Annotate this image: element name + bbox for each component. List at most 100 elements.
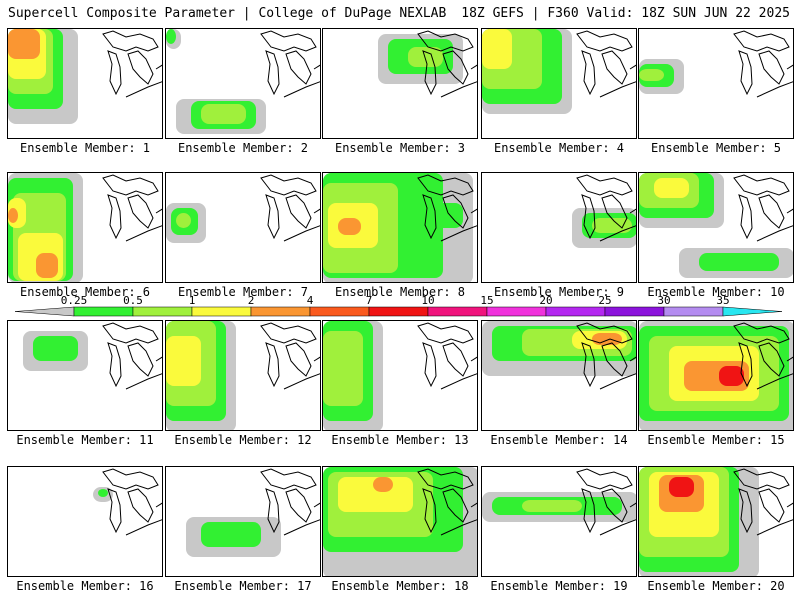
great-lakes-outline: [756, 225, 793, 242]
great-lakes-outline: [442, 50, 469, 85]
great-lakes-outline: [629, 356, 636, 362]
scp-map: [639, 173, 793, 278]
great-lakes-outline: [581, 488, 596, 534]
great-lakes-outline: [155, 502, 162, 508]
ensemble-map-panel: [481, 466, 637, 577]
scp-shading-level-4: [8, 208, 18, 223]
ensemble-map-panel: [7, 320, 163, 431]
colorbar-segment: [486, 306, 547, 317]
great-lakes-outline: [107, 194, 122, 240]
great-lakes-outline: [313, 502, 320, 508]
great-lakes-outline: [417, 174, 474, 196]
ensemble-map-panel: [165, 28, 321, 139]
colorbar-segment: [191, 306, 252, 317]
great-lakes-outline: [313, 64, 320, 70]
ensemble-map-panel: [165, 466, 321, 577]
great-lakes-outline: [102, 30, 159, 52]
ensemble-map-panel: [322, 28, 478, 139]
great-lakes-outline: [417, 30, 474, 52]
great-lakes-outline: [265, 488, 280, 534]
great-lakes-outline: [576, 174, 633, 196]
ensemble-map-panel: [638, 172, 794, 283]
great-lakes-outline: [756, 81, 793, 98]
great-lakes-outline: [283, 519, 320, 536]
colorbar-segment: [722, 306, 783, 317]
scp-shading-level-2: [639, 69, 664, 81]
member-label: Ensemble Member: 11: [16, 433, 154, 447]
colorbar-segment: [309, 306, 370, 317]
great-lakes-outline: [260, 322, 317, 344]
run-valid-time: 18Z GEFS | F360 Valid: 18Z SUN JUN 22 20…: [461, 6, 790, 21]
great-lakes-outline: [285, 50, 312, 85]
colorbar-segment: [545, 306, 606, 317]
great-lakes-outline: [265, 342, 280, 388]
great-lakes-outline: [601, 194, 628, 229]
scp-shading-level-2: [408, 47, 443, 67]
great-lakes-outline: [313, 356, 320, 362]
colorbar-tick-label: 25: [598, 294, 611, 307]
ensemble-map-panel: [638, 28, 794, 139]
member-label: Ensemble Member: 15: [647, 433, 785, 447]
great-lakes-outline: [629, 502, 636, 508]
colorbar-tick-label: 7: [366, 294, 373, 307]
great-lakes-outline: [629, 64, 636, 70]
colorbar-segment: [250, 306, 311, 317]
scp-map: [482, 468, 636, 536]
scp-shading-level-1: [33, 336, 78, 361]
scp-shading-level-1: [166, 29, 176, 44]
colorbar-segment: [132, 306, 193, 317]
great-lakes-outline: [758, 488, 785, 523]
member-label: Ensemble Member: 13: [331, 433, 469, 447]
great-lakes-outline: [786, 502, 793, 508]
great-lakes-outline: [738, 342, 753, 388]
scp-shading-level-2: [323, 331, 363, 406]
great-lakes-outline: [576, 468, 633, 490]
member-label: Ensemble Member: 7: [177, 285, 309, 299]
colorbar-tick-label: 2: [248, 294, 255, 307]
scp-shading-level-2: [522, 500, 582, 512]
ensemble-map-panel: [322, 320, 478, 431]
great-lakes-outline: [581, 342, 596, 388]
colorbar-segment: [368, 306, 429, 317]
great-lakes-outline: [442, 194, 469, 229]
great-lakes-outline: [733, 322, 790, 344]
scp-shading-level-4: [373, 477, 393, 492]
member-label: Ensemble Member: 5: [650, 141, 782, 155]
great-lakes-outline: [440, 225, 477, 242]
great-lakes-outline: [127, 194, 154, 229]
great-lakes-outline: [102, 322, 159, 344]
scp-map: [482, 29, 636, 114]
scp-shading-level-2: [201, 104, 246, 124]
ensemble-map-panel: [481, 172, 637, 283]
ensemble-map-panel: [638, 466, 794, 577]
great-lakes-outline: [102, 468, 159, 490]
ensemble-map-panel: [638, 320, 794, 431]
member-label: Ensemble Member: 3: [334, 141, 466, 155]
scp-shading-level-1: [201, 522, 261, 547]
great-lakes-outline: [738, 50, 753, 96]
member-label: Ensemble Member: 18: [331, 579, 469, 593]
great-lakes-outline: [786, 64, 793, 70]
great-lakes-outline: [470, 502, 477, 508]
ensemble-map-panel: [7, 28, 163, 139]
great-lakes-outline: [285, 342, 312, 377]
colorbar-segment: [427, 306, 488, 317]
scp-shading-level-5: [719, 366, 744, 386]
member-label: Ensemble Member: 10: [647, 285, 785, 299]
great-lakes-outline: [786, 356, 793, 362]
member-label: Ensemble Member: 12: [174, 433, 312, 447]
great-lakes-outline: [758, 342, 785, 377]
scp-map: [639, 30, 793, 98]
colorbar-tick-label: 10: [421, 294, 434, 307]
great-lakes-outline: [107, 342, 122, 388]
scp-map: [323, 467, 477, 576]
member-label: Ensemble Member: 20: [647, 579, 785, 593]
great-lakes-outline: [440, 373, 477, 390]
ensemble-map-panel: [481, 320, 637, 431]
great-lakes-outline: [576, 30, 633, 52]
great-lakes-outline: [733, 30, 790, 52]
great-lakes-outline: [733, 174, 790, 196]
scp-shading-level-3: [166, 336, 201, 386]
scp-map: [93, 468, 162, 536]
great-lakes-outline: [260, 30, 317, 52]
